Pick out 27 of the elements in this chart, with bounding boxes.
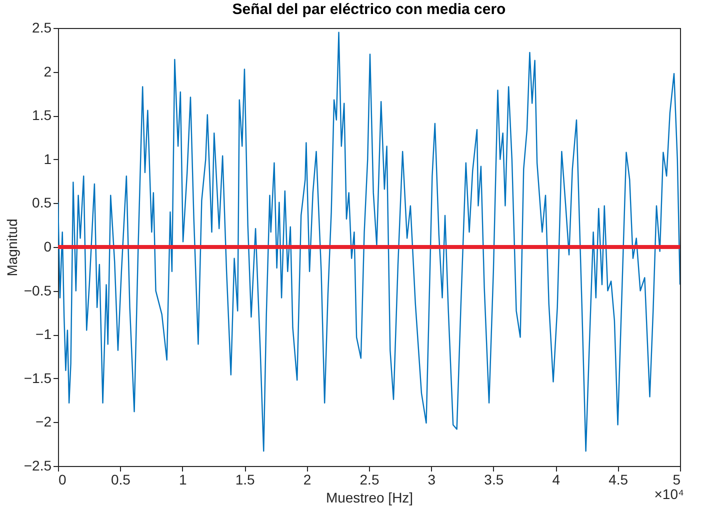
x-tick-label: 3.5 [484,472,504,488]
y-tick-label: −2.5 [24,458,52,474]
x-axis-title: Muestreo [Hz] [326,490,414,506]
y-tick-label: 0 [44,238,52,254]
text: ×10⁴ [654,486,684,502]
y-tick-label: 2.5 [32,20,52,36]
x-tick-label: 0 [58,472,66,488]
x-tick-label: 3 [428,472,436,488]
x-tick-label: 4.5 [608,472,628,488]
y-tick-label: −2 [36,414,52,430]
y-tick-label: −0.5 [24,282,52,298]
x-tick-label: 1 [179,472,187,488]
y-tick-label: 2 [44,63,52,80]
x-tick-label: 0.5 [110,472,131,488]
y-tick-label: 1 [44,150,52,167]
y-axis-title: Magnitud [4,218,20,276]
x-tick-label: 4 [552,472,560,488]
x-tick-label: 1.5 [235,472,256,488]
x-tick-label: 2 [303,472,312,488]
x-tick-label: 5 [672,472,681,488]
y-tick-label: 0.5 [32,194,52,211]
y-tick-label: 1.5 [32,107,52,124]
y-tick-label: −1.5 [24,370,52,386]
x-tick-label: 2.5 [360,472,380,488]
chart-title: Señal del par eléctrico con media cero [232,1,506,18]
line-series [58,32,680,452]
y-tick-label: −1 [36,326,52,342]
